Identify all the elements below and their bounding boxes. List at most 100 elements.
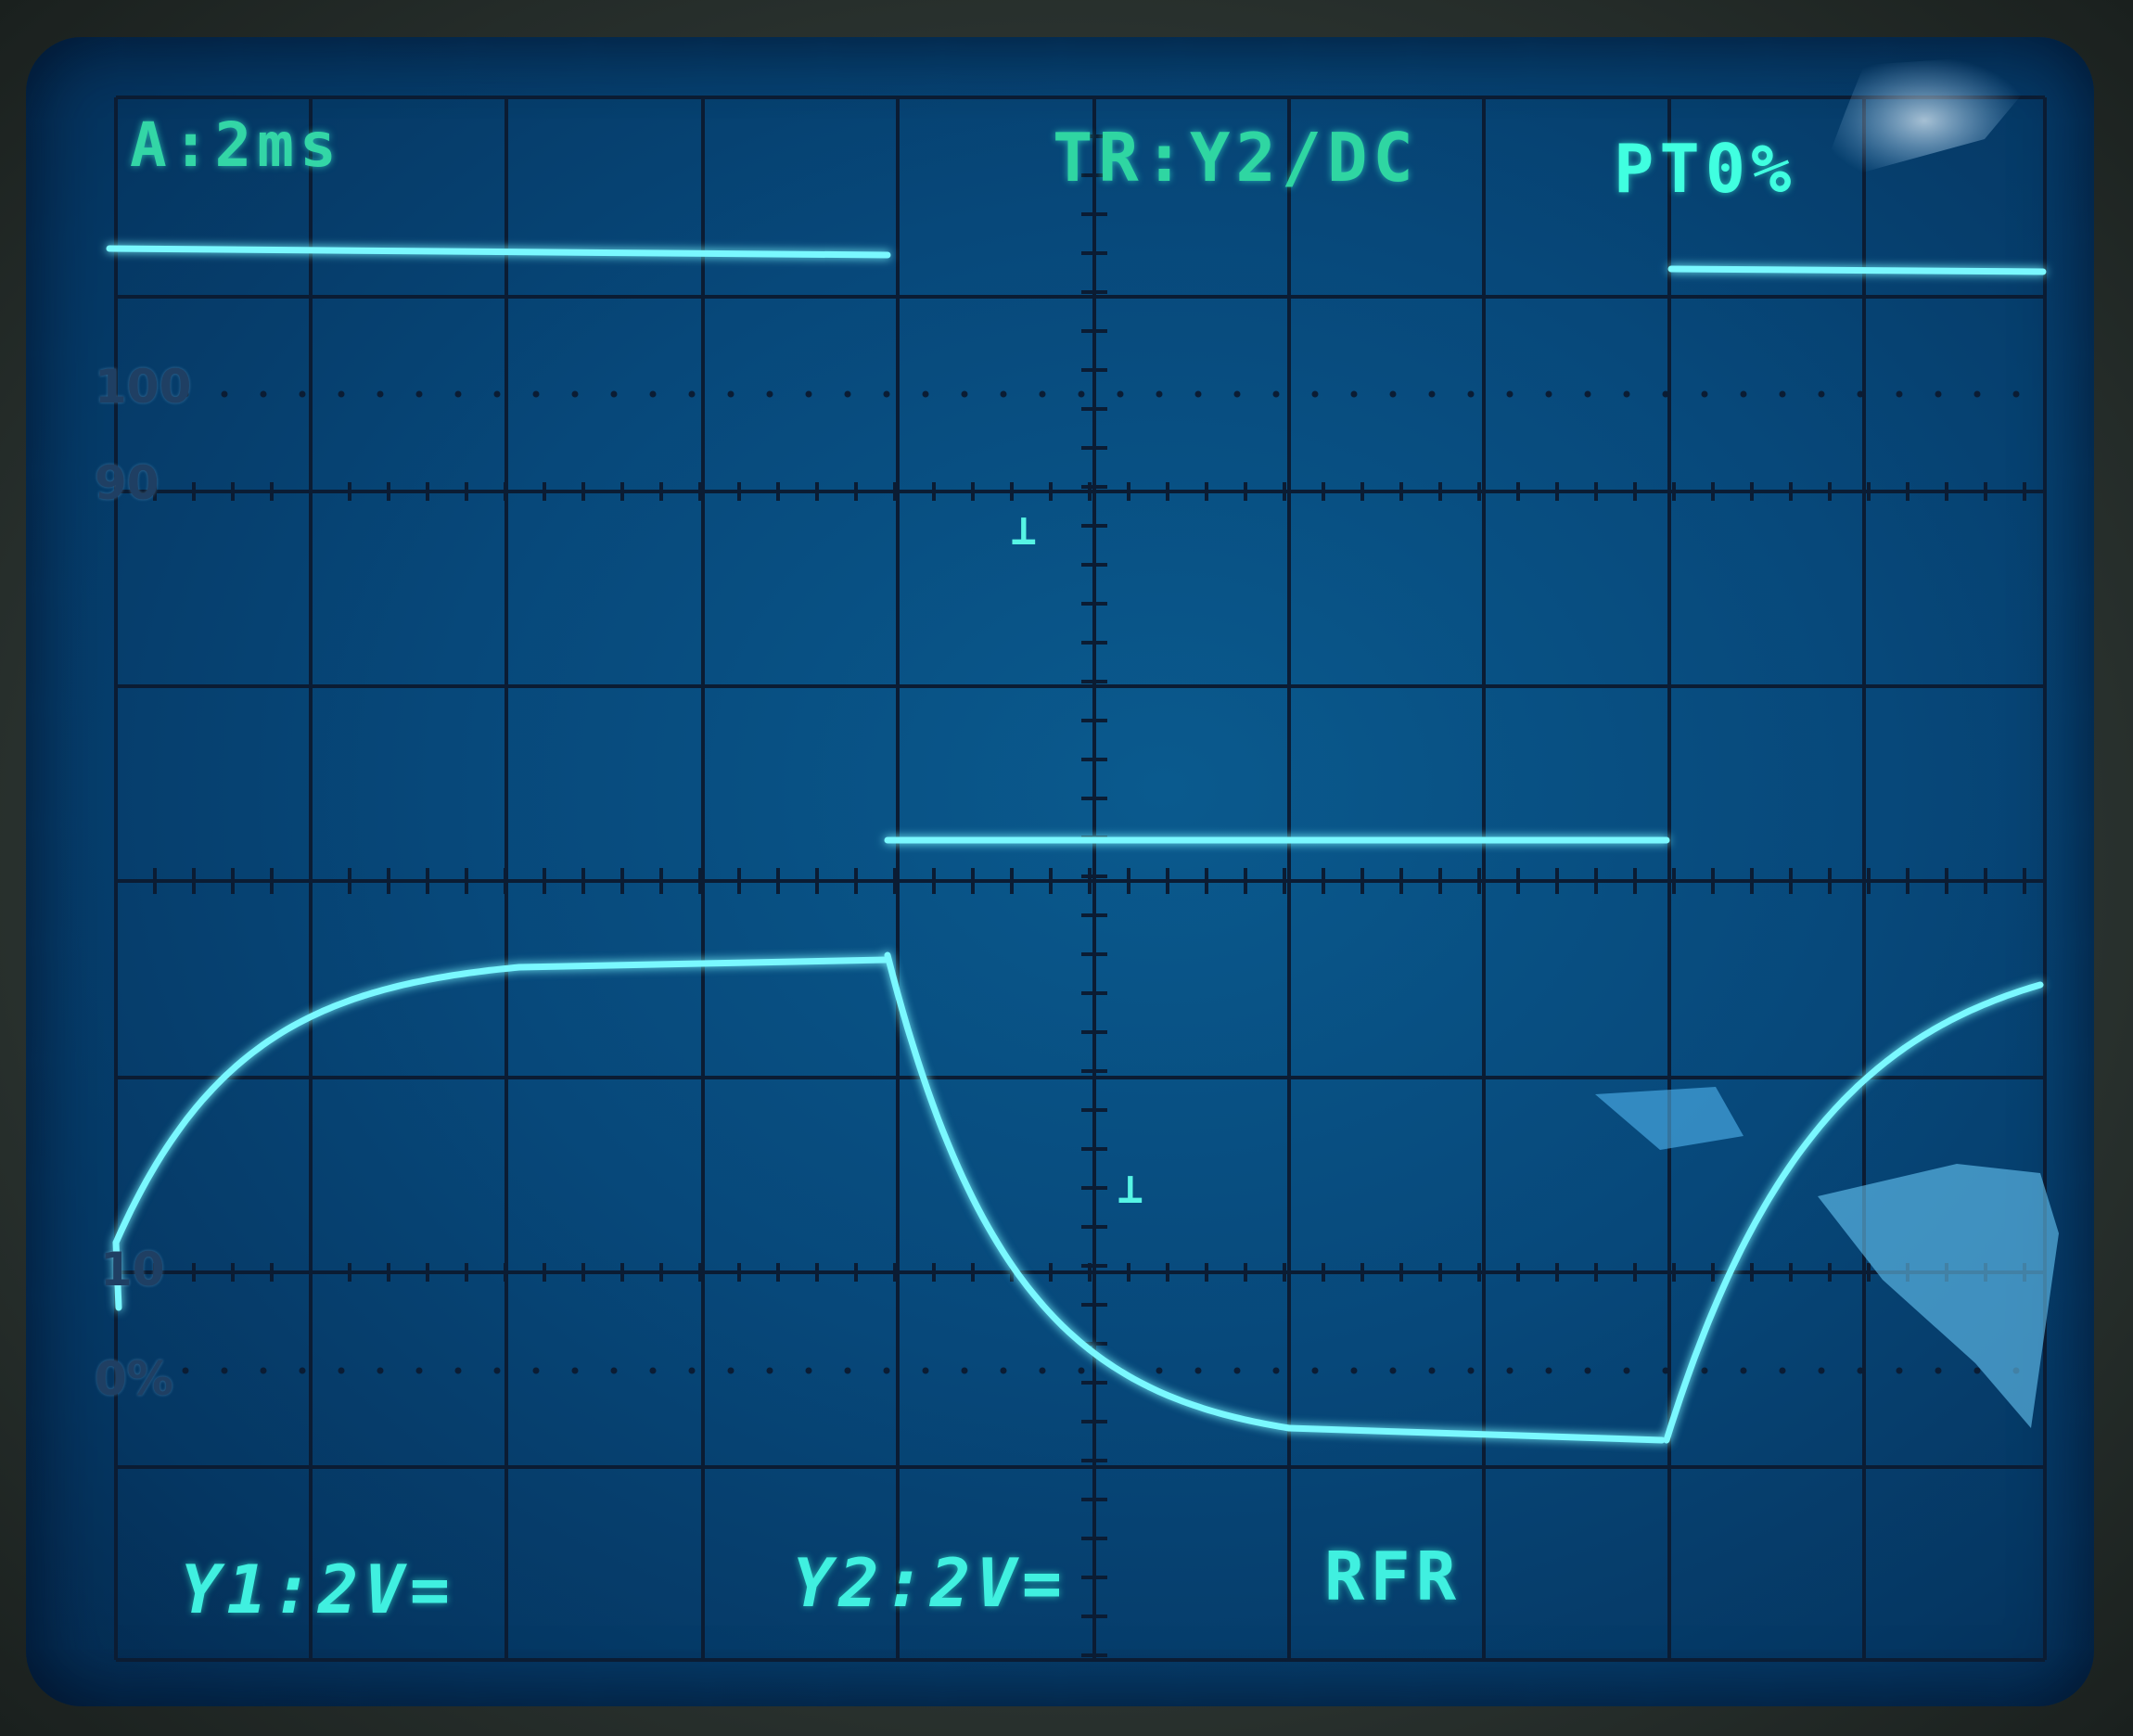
trace-y1-plateau-high [516,956,889,971]
reference-dot [1350,1367,1358,1374]
reference-dot [1506,1367,1514,1374]
reference-dot [1779,1367,1786,1374]
pretrigger-readout: PT0% [1614,130,1797,208]
reference-dot [571,1367,579,1374]
reference-dot [1896,390,1903,398]
ground-marker-icon: ⊥ [1118,1163,1143,1213]
scale-label-90: 90 [95,456,160,510]
reference-dot [805,1367,812,1374]
trace-y1-discharge-curve [884,951,1293,1432]
reference-dot [260,1367,267,1374]
reference-dot [1545,1367,1552,1374]
channel-2-readout: Y2:2V= [793,1544,1068,1622]
reference-dot [1389,390,1397,398]
mode-readout: RFR [1324,1538,1462,1615]
trace-y1-charge-curve-2 [1663,981,2044,1444]
reference-dot [1350,390,1358,398]
trace-y2 [106,245,2047,844]
reference-dot [338,1367,345,1374]
reference-dot [1272,390,1280,398]
reference-dot [2012,390,2020,398]
reference-dot [649,1367,657,1374]
crt-screen [26,37,2094,1706]
reference-dot [766,1367,773,1374]
reference-dot [1973,1367,1981,1374]
reference-dot [454,1367,462,1374]
trace-y2-high-segment-1 [106,245,891,259]
reference-dot [1467,1367,1475,1374]
reference-dot [961,390,968,398]
reference-dot [844,390,851,398]
reference-dot [1740,1367,1747,1374]
channel-1-readout: Y1:2V= [181,1551,456,1628]
reference-dot [1467,390,1475,398]
reference-dot [493,1367,501,1374]
reference-dot [883,1367,890,1374]
reference-dot [1311,390,1319,398]
reference-dot [883,390,890,398]
reference-dot [1233,390,1241,398]
reference-dot [727,1367,734,1374]
trace-y1-charge-curve-1 [112,964,523,1246]
trace-y1-start-spike [112,1239,122,1311]
reference-dot [1000,1367,1007,1374]
reference-dot [1428,1367,1436,1374]
reference-dot [610,390,618,398]
screen-reflections [1595,56,2059,1428]
reference-dot [1156,1367,1163,1374]
ground-marker-icon: ⊥ [1011,504,1037,555]
reference-dot [1662,1367,1669,1374]
reference-dot [844,1367,851,1374]
reference-dot [1857,390,1864,398]
reference-dot [221,390,228,398]
reference-dot [1117,390,1124,398]
reference-dot [532,390,540,398]
reference-dot [454,390,462,398]
reference-dot [1740,390,1747,398]
reference-dot [415,390,423,398]
time-base-readout: A:2ms [130,109,342,181]
reference-dot [1156,390,1163,398]
reference-dot [182,390,189,398]
reference-dot [1896,1367,1903,1374]
reference-dot [1078,390,1085,398]
reference-dot [1584,1367,1591,1374]
reference-dot [922,1367,929,1374]
reference-dot [1935,390,1942,398]
reference-dot [1000,390,1007,398]
reference-dot [1662,390,1669,398]
reference-dot [766,390,773,398]
trace-y1-plateau-low [1285,1424,1666,1444]
reference-dot [1078,1367,1085,1374]
reference-dot [1818,390,1825,398]
reference-dot [1311,1367,1319,1374]
reference-dot [1506,390,1514,398]
reference-dot [1584,390,1591,398]
reference-dot [1935,1367,1942,1374]
reference-dot [299,390,306,398]
reference-dot [922,390,929,398]
reference-dot [221,1367,228,1374]
reference-dot [649,390,657,398]
reference-dot [610,1367,618,1374]
reference-dot [182,1367,189,1374]
reference-dot [1194,1367,1202,1374]
reference-dot [260,390,267,398]
reference-dot [1701,1367,1708,1374]
reference-dot [493,390,501,398]
reference-dot [1857,1367,1864,1374]
reference-dot [532,1367,540,1374]
reference-dot [688,390,696,398]
scale-label-100: 100 [95,360,192,414]
reference-dot [299,1367,306,1374]
scale-label-0-percent: 0% [95,1352,173,1406]
reference-dot [727,390,734,398]
scale-label-10: 10 [100,1243,165,1296]
reference-dot [961,1367,968,1374]
trace-y2-high-segment-2 [1667,265,2047,275]
trigger-readout: TR:Y2/DC [1053,119,1419,197]
graticule-reference-lines [182,390,2020,1374]
reference-dot [1623,1367,1630,1374]
reference-dot [415,1367,423,1374]
reference-dot [1039,390,1046,398]
